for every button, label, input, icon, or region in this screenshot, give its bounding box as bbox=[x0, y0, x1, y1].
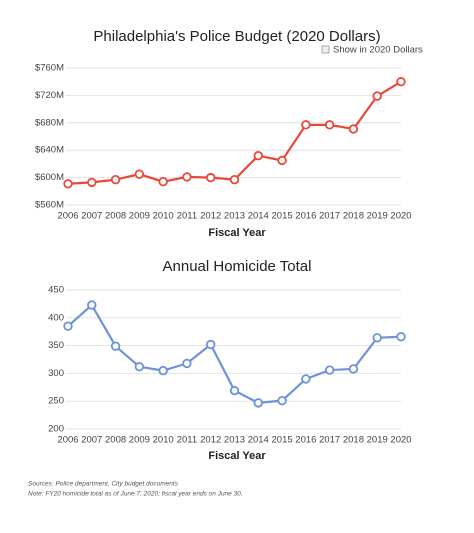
data-point bbox=[301, 120, 311, 130]
footnote: Note: FY20 homicide total as of June 7, … bbox=[28, 491, 243, 498]
data-point bbox=[253, 150, 263, 161]
y-tick-label: $600M bbox=[35, 172, 64, 183]
data-point bbox=[396, 76, 406, 87]
x-tick-label: 2007 bbox=[81, 211, 102, 222]
x-axis-title: Fiscal Year bbox=[208, 450, 266, 462]
x-axis-title: Fiscal Year bbox=[208, 227, 266, 239]
x-tick-label: 2019 bbox=[367, 211, 388, 222]
data-point bbox=[87, 300, 97, 310]
source-note: Sources: Police department, City budget … bbox=[28, 481, 179, 488]
y-tick-label: $560M bbox=[35, 200, 64, 211]
data-point bbox=[182, 172, 192, 182]
x-tick-label: 2011 bbox=[177, 211, 197, 222]
data-point bbox=[396, 332, 406, 342]
y-tick-label: $720M bbox=[35, 90, 64, 101]
data-point bbox=[324, 120, 335, 130]
data-point bbox=[348, 364, 359, 374]
data-point bbox=[134, 362, 145, 372]
x-tick-label: 2012 bbox=[200, 435, 221, 446]
data-point bbox=[277, 395, 287, 406]
x-tick-label: 2006 bbox=[57, 211, 78, 222]
x-tick-label: 2016 bbox=[295, 211, 316, 222]
data-point bbox=[182, 358, 192, 369]
y-tick-label: 250 bbox=[48, 396, 64, 407]
data-point bbox=[110, 341, 121, 351]
data-point bbox=[229, 385, 240, 396]
x-tick-label: 2018 bbox=[343, 211, 364, 222]
x-tick-label: 2020 bbox=[390, 211, 411, 222]
chart-title: Annual Homicide Total bbox=[163, 258, 312, 275]
x-tick-label: 2008 bbox=[105, 211, 126, 222]
data-point bbox=[253, 398, 263, 408]
x-tick-label: 2017 bbox=[319, 211, 340, 222]
x-tick-label: 2012 bbox=[200, 211, 221, 222]
x-tick-label: 2010 bbox=[153, 211, 174, 222]
data-point bbox=[324, 365, 335, 375]
x-tick-label: 2020 bbox=[390, 435, 411, 446]
data-point bbox=[372, 333, 382, 343]
data-point bbox=[301, 374, 311, 384]
x-tick-label: 2011 bbox=[177, 435, 197, 446]
data-point bbox=[372, 91, 382, 101]
data-point bbox=[110, 174, 121, 185]
y-tick-label: $680M bbox=[35, 117, 64, 128]
data-point bbox=[63, 179, 73, 189]
data-point bbox=[206, 339, 216, 350]
x-tick-label: 2014 bbox=[248, 435, 269, 446]
x-tick-label: 2018 bbox=[343, 435, 364, 446]
y-tick-label: 450 bbox=[48, 285, 64, 296]
x-tick-label: 2010 bbox=[153, 435, 174, 446]
data-point bbox=[158, 177, 168, 187]
y-tick-label: 300 bbox=[48, 368, 64, 379]
x-tick-label: 2013 bbox=[224, 435, 245, 446]
x-tick-label: 2016 bbox=[295, 435, 316, 446]
data-point bbox=[277, 155, 287, 166]
y-tick-label: $640M bbox=[35, 145, 64, 156]
x-tick-label: 2007 bbox=[81, 435, 102, 446]
x-tick-label: 2014 bbox=[248, 211, 269, 222]
chart-title: Philadelphia's Police Budget (2020 Dolla… bbox=[93, 28, 380, 45]
toggle-label[interactable]: Show in 2020 Dollars bbox=[333, 45, 423, 56]
data-point bbox=[229, 174, 240, 185]
data-point bbox=[158, 365, 168, 376]
y-tick-label: 200 bbox=[48, 424, 64, 435]
y-tick-label: $760M bbox=[35, 63, 64, 74]
data-point bbox=[348, 124, 359, 134]
data-point bbox=[87, 177, 97, 188]
x-tick-label: 2013 bbox=[224, 211, 245, 222]
data-point bbox=[134, 169, 145, 179]
x-tick-label: 2009 bbox=[129, 435, 150, 446]
x-tick-label: 2017 bbox=[319, 435, 340, 446]
x-tick-label: 2009 bbox=[129, 211, 150, 222]
data-point bbox=[206, 172, 216, 183]
y-tick-label: 350 bbox=[48, 340, 64, 351]
x-tick-label: 2008 bbox=[105, 435, 126, 446]
data-point bbox=[63, 321, 73, 331]
x-tick-label: 2015 bbox=[272, 435, 293, 446]
x-tick-label: 2015 bbox=[272, 211, 293, 222]
x-tick-label: 2006 bbox=[57, 435, 78, 446]
y-tick-label: 400 bbox=[48, 312, 64, 323]
x-tick-label: 2019 bbox=[367, 435, 388, 446]
toggle-checkbox[interactable] bbox=[321, 45, 330, 54]
